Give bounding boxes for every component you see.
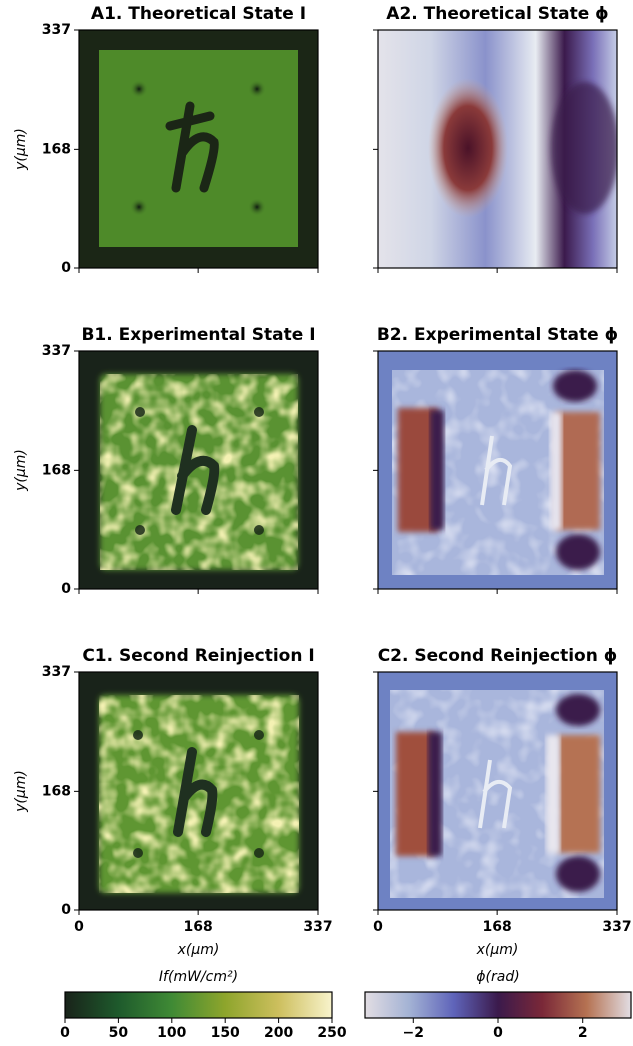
x-tick-label: 337: [602, 919, 631, 935]
colorbar-tick-label: 2: [578, 1025, 588, 1041]
colorbar-tick-label: 150: [211, 1025, 240, 1041]
y-tick-label: 337: [42, 22, 71, 38]
y-axis-label: y(μm): [13, 770, 29, 813]
x-tick-label: 0: [373, 919, 383, 935]
heatmap-image: [79, 30, 318, 268]
heatmap-image: [378, 672, 617, 910]
colorbar-tick-label: −2: [403, 1025, 424, 1041]
x-tick-label: 168: [483, 919, 512, 935]
x-tick-label: 337: [303, 919, 332, 935]
colorbar-label: If(mW/cm²): [159, 969, 238, 985]
heatmap-image: [378, 30, 619, 268]
colorbar-tick-label: 50: [109, 1025, 129, 1041]
panel-title: C1. Second Reinjection I: [82, 646, 314, 666]
y-tick-label: 337: [42, 664, 71, 680]
colorbar: [365, 992, 631, 1018]
y-tick-label: 168: [42, 783, 71, 799]
y-axis-label: y(μm): [13, 449, 29, 492]
x-axis-label: x(μm): [476, 942, 519, 958]
x-tick-label: 168: [184, 919, 213, 935]
heatmap-image: [378, 351, 617, 589]
colorbar-tick-label: 0: [493, 1025, 503, 1041]
x-axis-label: x(μm): [177, 942, 220, 958]
y-tick-label: 168: [42, 141, 71, 157]
colorbar-tick-label: 200: [264, 1025, 293, 1041]
colorbar-tick-label: 0: [60, 1025, 70, 1041]
panel-title: A2. Theoretical State ϕ: [386, 4, 608, 24]
y-tick-label: 0: [61, 902, 71, 918]
colorbar-tick-label: 250: [317, 1025, 346, 1041]
y-tick-label: 337: [42, 343, 71, 359]
colorbar-tick-label: 100: [157, 1025, 186, 1041]
y-tick-label: 0: [61, 260, 71, 276]
panel-title: B1. Experimental State I: [81, 325, 315, 345]
heatmap-image: [79, 672, 318, 910]
x-tick-label: 0: [74, 919, 84, 935]
panel-title: A1. Theoretical State I: [91, 4, 306, 24]
heatmap-image: [79, 351, 318, 589]
panel-title: B2. Experimental State ϕ: [377, 325, 618, 345]
figure: A1. Theoretical State I 0 168 337 y(μm) A2. T…: [0, 0, 633, 1046]
y-tick-label: 0: [61, 581, 71, 597]
colorbar: [65, 992, 332, 1018]
y-axis-label: y(μm): [13, 128, 29, 171]
colorbar-label: ϕ(rad): [476, 969, 519, 985]
panel-title: C2. Second Reinjection ϕ: [378, 646, 618, 666]
y-tick-label: 168: [42, 462, 71, 478]
